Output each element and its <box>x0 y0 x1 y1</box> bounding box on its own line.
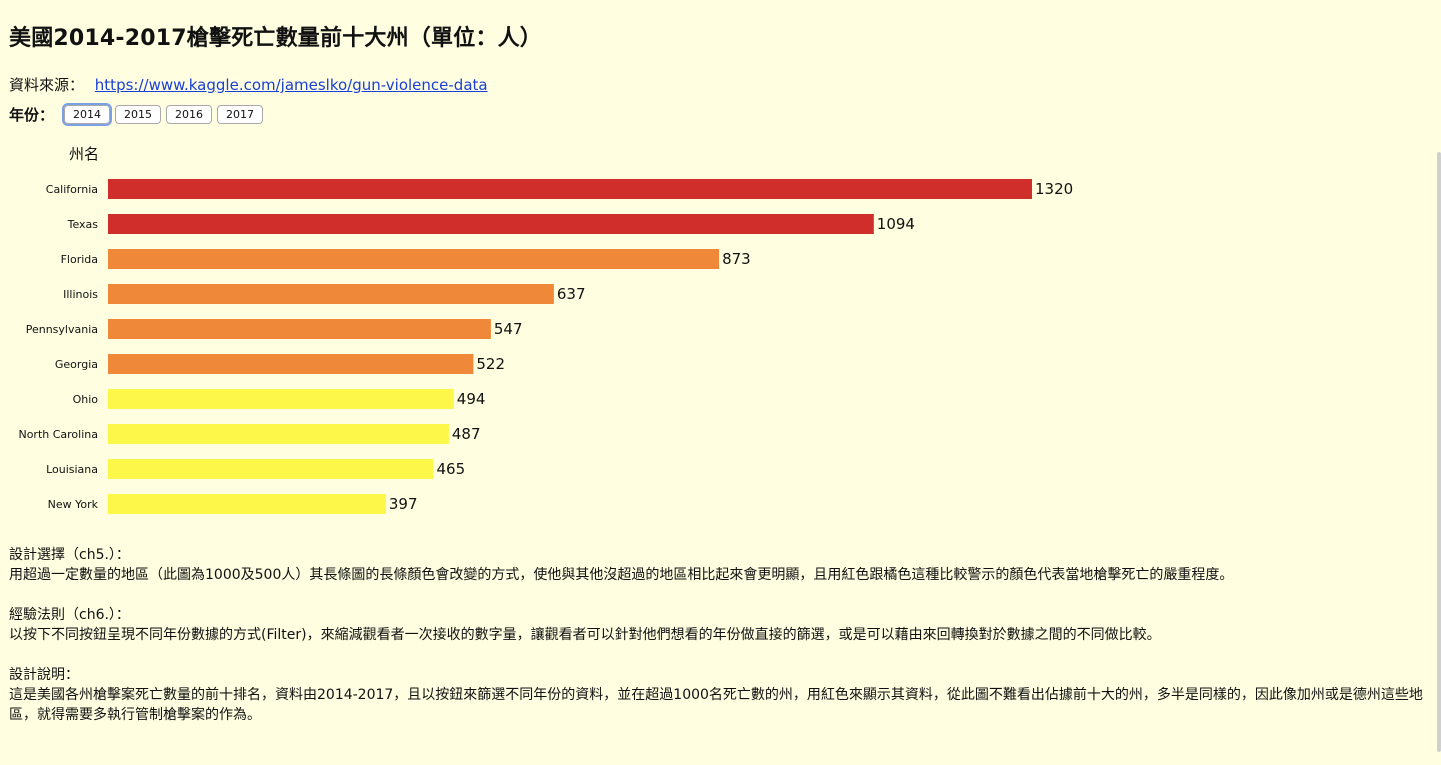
bar[interactable] <box>108 319 491 339</box>
year-button-2016[interactable]: 2016 <box>166 105 213 124</box>
category-label: Florida <box>61 253 98 266</box>
design-choice-section: 設計選擇（ch5.）： 用超過一定數量的地區（此圖為1000及500人）其長條圖… <box>9 545 1429 585</box>
year-button-2015[interactable]: 2015 <box>115 105 162 124</box>
rule-of-thumb-heading: 經驗法則（ch6.）： <box>9 607 130 623</box>
source-line: 資料來源： https://www.kaggle.com/jameslko/gu… <box>9 74 488 95</box>
design-notes-section: 設計說明： 這是美國各州槍擊案死亡數量的前十排名，資料由2014-2017，且以… <box>9 665 1429 725</box>
bar-value-label: 465 <box>437 460 466 478</box>
bar[interactable] <box>108 389 454 409</box>
bar-value-label: 494 <box>457 390 486 408</box>
year-selector: 年份： 2014 2015 2016 2017 <box>9 103 268 126</box>
design-notes-body: 這是美國各州槍擊案死亡數量的前十排名，資料由2014-2017，且以按鈕來篩選不… <box>9 687 1423 723</box>
bar[interactable] <box>108 424 449 444</box>
bar[interactable] <box>108 354 474 374</box>
category-label: North Carolina <box>18 428 98 441</box>
bar-value-label: 522 <box>476 355 505 373</box>
category-label: Pennsylvania <box>26 323 98 336</box>
bar-value-label: 1320 <box>1035 180 1073 198</box>
year-button-2014[interactable]: 2014 <box>62 103 113 126</box>
bar-value-label: 547 <box>494 320 523 338</box>
page-title: 美國2014-2017槍擊死亡數量前十大州（單位：人） <box>9 26 542 51</box>
bar[interactable] <box>108 249 720 269</box>
category-label: Georgia <box>55 358 98 371</box>
bar[interactable] <box>108 459 434 479</box>
bar[interactable] <box>108 284 554 304</box>
source-label: 資料來源： <box>9 76 85 94</box>
source-link[interactable]: https://www.kaggle.com/jameslko/gun-viol… <box>94 76 488 94</box>
category-label: Ohio <box>73 393 99 406</box>
bar-value-label: 637 <box>557 285 586 303</box>
design-choice-body: 用超過一定數量的地區（此圖為1000及500人）其長條圖的長條顏色會改變的方式，… <box>9 567 1234 583</box>
bar[interactable] <box>108 214 874 234</box>
bar[interactable] <box>108 494 386 514</box>
bar-value-label: 873 <box>722 250 751 268</box>
bar-chart: California 1320 Texas 1094 Florida 873 Illinoi… <box>18 179 1073 514</box>
bar-value-label: 487 <box>452 425 481 443</box>
category-label: Louisiana <box>46 463 98 476</box>
rule-of-thumb-section: 經驗法則（ch6.）： 以按下不同按鈕呈現不同年份數據的方式(Filter)，來… <box>9 605 1429 645</box>
category-label: California <box>46 183 98 196</box>
vertical-scrollbar[interactable] <box>1437 152 1441 752</box>
category-label: New York <box>48 498 99 511</box>
bar-value-label: 397 <box>389 495 418 513</box>
category-label: Texas <box>67 218 99 231</box>
category-label: Illinois <box>63 288 98 301</box>
bar[interactable] <box>108 179 1032 199</box>
rule-of-thumb-body: 以按下不同按鈕呈現不同年份數據的方式(Filter)，來縮減觀看者一次接收的數字… <box>9 627 1161 643</box>
bar-value-label: 1094 <box>877 215 915 233</box>
design-notes-heading: 設計說明： <box>9 667 79 683</box>
year-selector-label: 年份： <box>9 106 55 124</box>
year-button-2017[interactable]: 2017 <box>217 105 264 124</box>
y-axis-label: 州名 <box>69 145 100 163</box>
design-choice-heading: 設計選擇（ch5.）： <box>9 547 130 563</box>
